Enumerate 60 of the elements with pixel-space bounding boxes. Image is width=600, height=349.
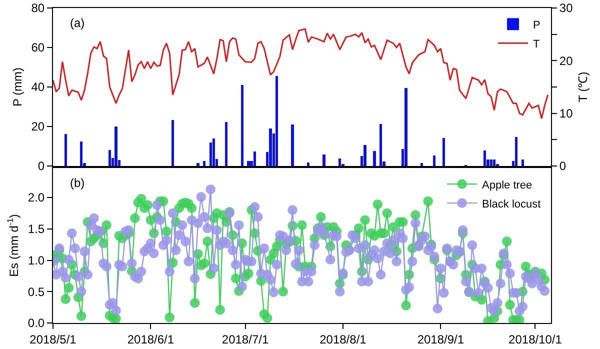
x-tick-label: 2018/9/1 xyxy=(417,332,464,346)
x-tick-label: 2018/5/1 xyxy=(30,332,77,346)
legend-label: T xyxy=(533,38,540,50)
bar xyxy=(379,124,382,166)
y2-axis-title: T (℃) xyxy=(576,72,590,102)
bar xyxy=(240,85,244,166)
bar xyxy=(404,88,408,166)
bar xyxy=(433,155,436,166)
y-tick-label: 0 xyxy=(38,159,45,174)
legend-label: Apple tree xyxy=(482,179,532,192)
bar xyxy=(114,126,118,166)
y-tick-label: 80 xyxy=(31,1,45,16)
y-tick-label: 0.5 xyxy=(28,284,45,299)
bar xyxy=(108,150,112,166)
y-tick-label: 2.0 xyxy=(28,190,45,205)
bar xyxy=(171,120,174,166)
y2-tick-label: 20 xyxy=(559,54,574,68)
annotation: (a) xyxy=(70,16,85,30)
bar xyxy=(291,124,294,166)
bar xyxy=(253,152,256,166)
x-tick-label: 2018/7/1 xyxy=(222,332,269,346)
y-tick-label: 60 xyxy=(31,40,45,55)
bar xyxy=(196,163,200,166)
bar xyxy=(442,138,446,166)
bar xyxy=(514,136,518,166)
bar xyxy=(373,150,376,166)
x-tick-label: 2018/8/1 xyxy=(320,332,367,346)
bar xyxy=(492,160,496,166)
bar xyxy=(269,128,272,166)
bar xyxy=(202,161,206,166)
y-axis-title: P (mm) xyxy=(10,67,25,107)
bar xyxy=(338,158,342,166)
y-tick-label: 1.0 xyxy=(28,253,45,268)
bar xyxy=(322,154,326,166)
y-tick-label: 1.5 xyxy=(28,222,45,236)
bar xyxy=(490,160,492,166)
bar xyxy=(483,150,486,166)
bar xyxy=(364,145,366,166)
bar xyxy=(212,138,216,166)
y-tick-label: 0.0 xyxy=(28,316,45,330)
x-tick-label: 2018/10/1 xyxy=(508,332,562,346)
legend-label: P xyxy=(533,19,540,32)
x-tick-label: 2018/6/1 xyxy=(127,332,174,346)
bar xyxy=(209,142,212,166)
bar xyxy=(521,160,524,166)
bar xyxy=(80,141,83,166)
annotation: (b) xyxy=(70,176,85,190)
legend-label: Black locust xyxy=(482,198,541,210)
y2-tick-label: 30 xyxy=(559,1,574,16)
y2-tick-label: 0 xyxy=(559,159,566,174)
bar xyxy=(306,162,310,166)
y2-tick-label: 10 xyxy=(559,106,574,121)
line-series xyxy=(53,28,549,120)
bar xyxy=(225,122,228,166)
bar xyxy=(64,134,67,166)
bar xyxy=(247,161,250,166)
bar xyxy=(420,163,424,166)
y-tick-label: 20 xyxy=(31,120,45,134)
bar xyxy=(275,76,278,166)
y-tick-label: 40 xyxy=(31,80,45,94)
